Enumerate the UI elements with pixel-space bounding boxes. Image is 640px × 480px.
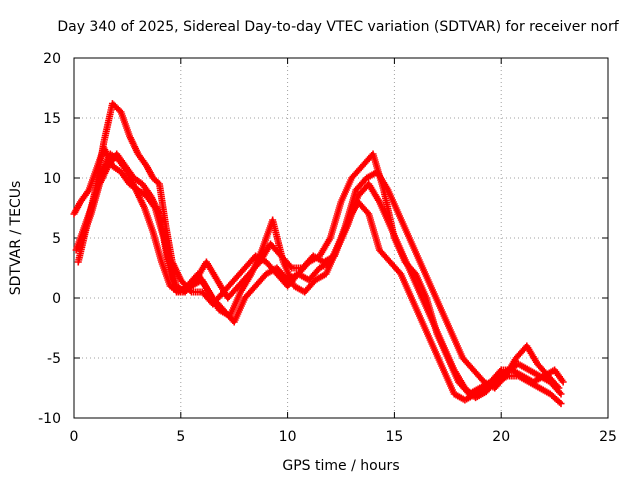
x-tick-label: 0	[70, 429, 79, 445]
y-tick-label: 10	[43, 171, 61, 187]
tick-labels: 0 5 10 15 20 25 -10 -5 0 5 10 15 20	[38, 51, 617, 445]
y-tick-label: -5	[47, 351, 61, 367]
x-tick-label: 25	[599, 429, 617, 445]
x-tick-label: 10	[279, 429, 297, 445]
axis-ticks	[73, 57, 609, 419]
y-tick-label: 15	[43, 111, 61, 127]
y-tick-label: 5	[52, 231, 61, 247]
data-markers	[70, 100, 567, 408]
y-tick-label: 20	[43, 51, 61, 67]
data-point	[559, 378, 567, 386]
series-3	[72, 150, 565, 402]
y-tick-label: -10	[38, 411, 61, 427]
data-point	[555, 398, 563, 406]
y-axis-label: SDTVAR / TECUs	[8, 181, 24, 296]
data-point	[556, 389, 564, 396]
y-tick-label: 0	[52, 291, 61, 307]
x-tick-label: 20	[492, 429, 510, 445]
data-point	[557, 390, 565, 398]
x-tick-label: 5	[176, 429, 185, 445]
x-tick-label: 15	[385, 429, 403, 445]
data-point	[557, 400, 565, 408]
chart-title: Day 340 of 2025, Sidereal Day-to-day VTE…	[57, 19, 619, 35]
x-axis-label: GPS time / hours	[282, 458, 399, 474]
